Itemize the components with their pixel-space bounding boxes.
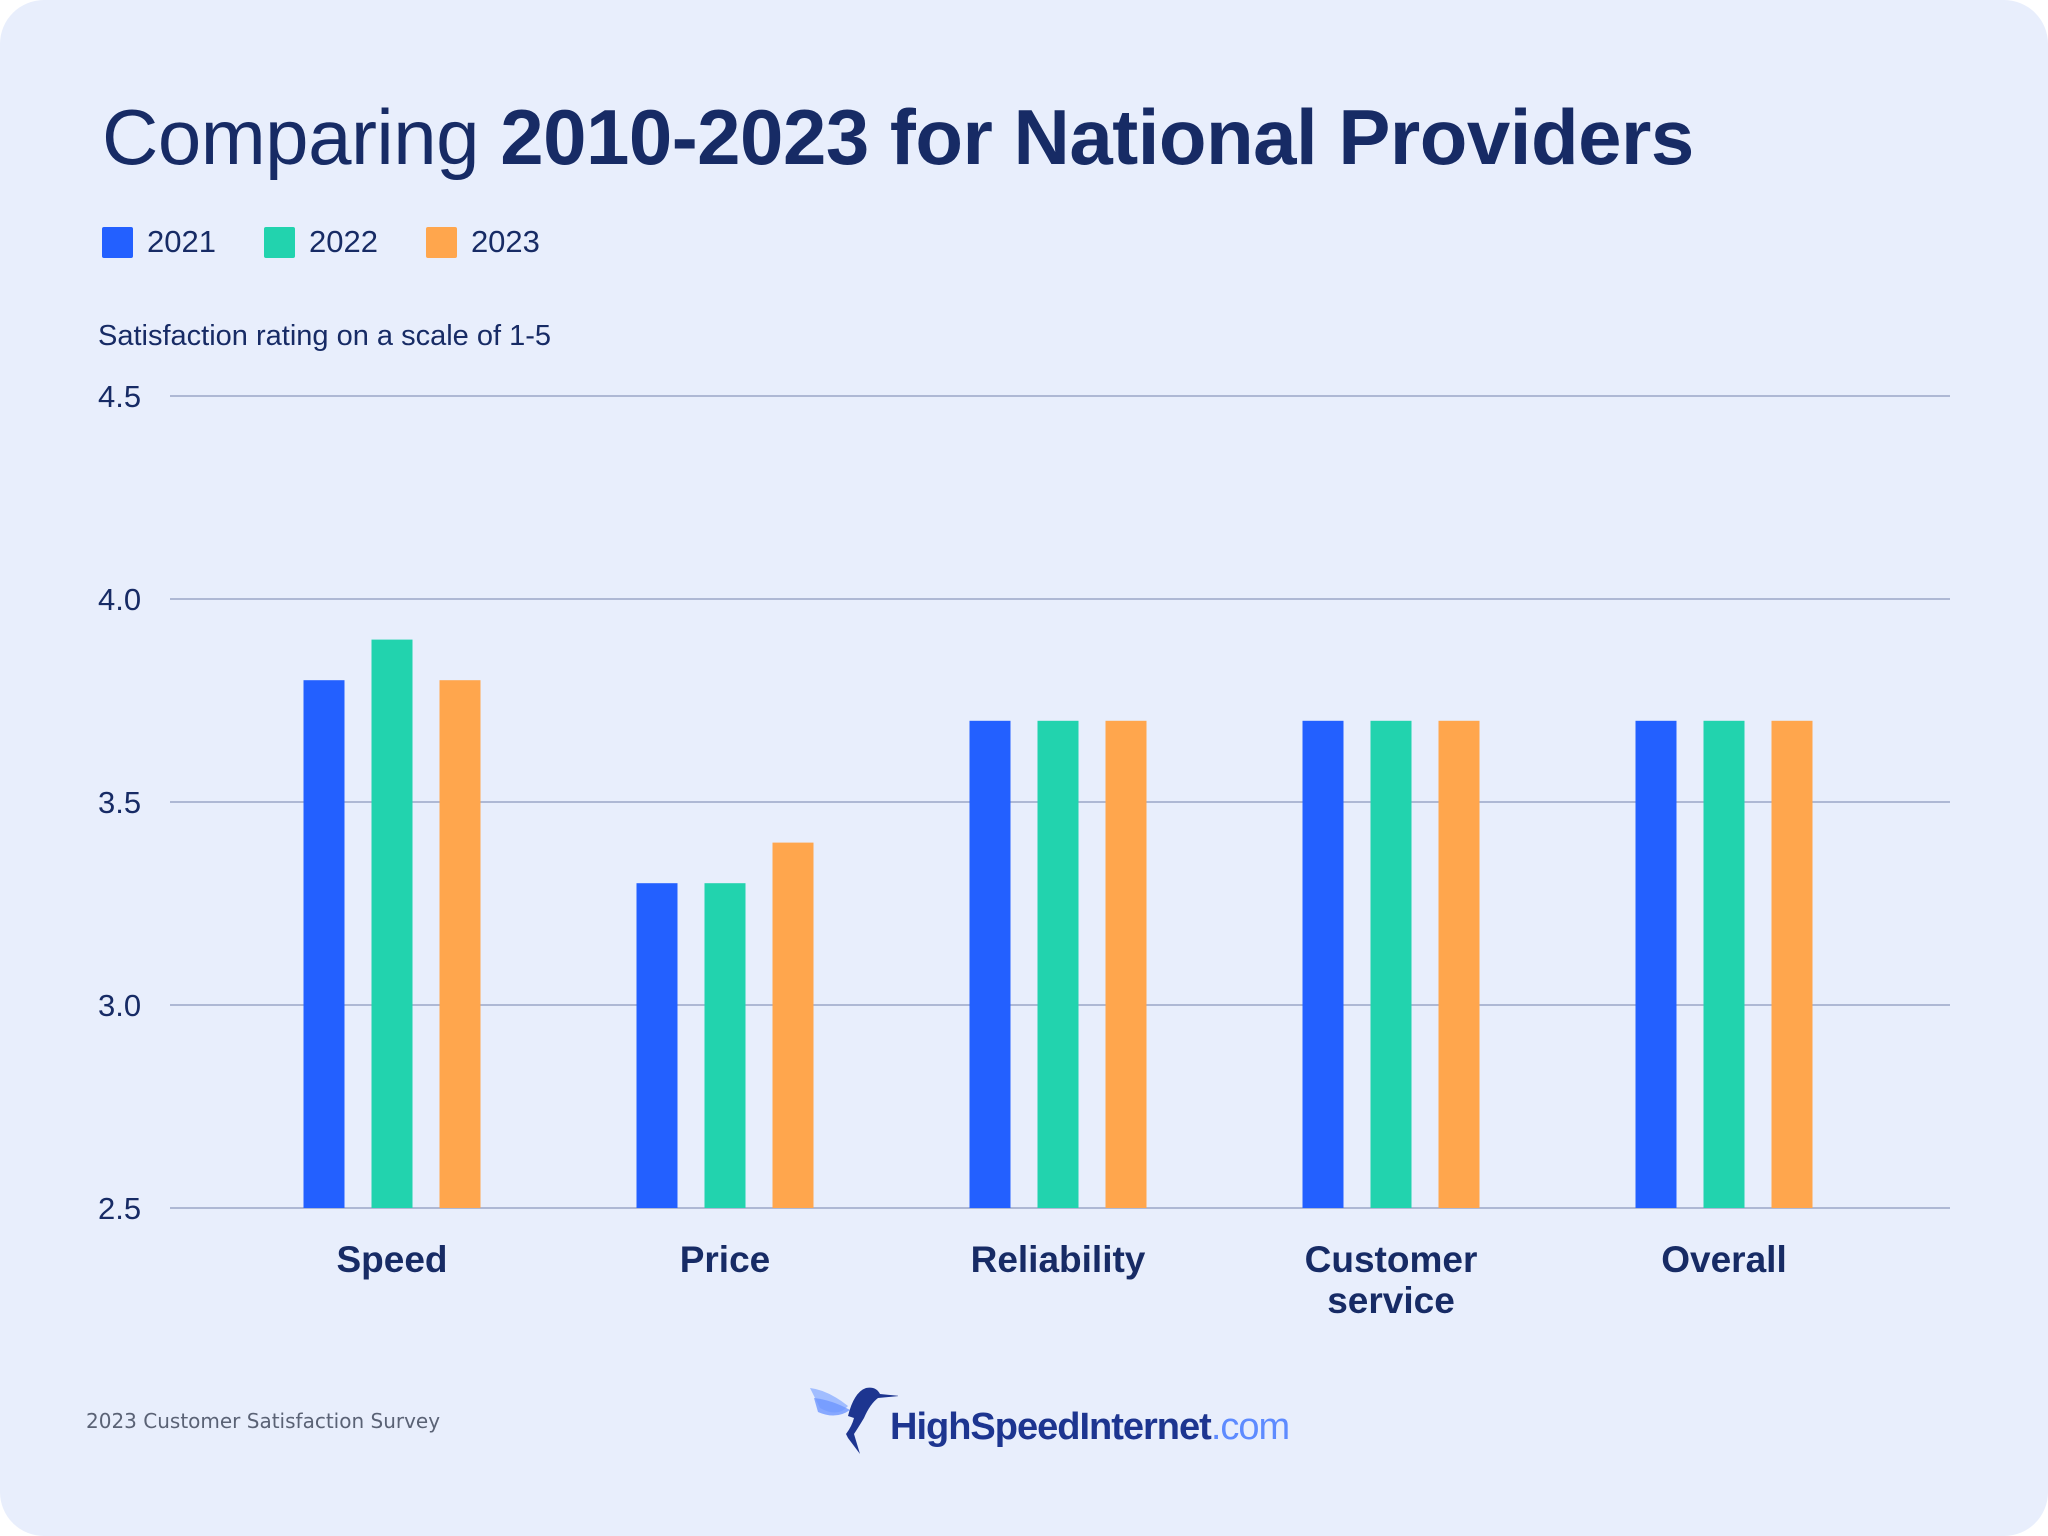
- logo-name: HighSpeedInternet: [890, 1405, 1212, 1448]
- y-tick-label: 2.5: [98, 1191, 141, 1226]
- legend-item-2022: 2022: [263, 224, 378, 260]
- bar-2022-customer-service: [1370, 720, 1412, 1208]
- bar-2021-price: [636, 883, 678, 1208]
- brand-logo: HighSpeedInternet.com: [808, 1378, 1290, 1458]
- bar-2022-speed: [371, 639, 413, 1208]
- x-category-label: Customer: [1305, 1239, 1478, 1280]
- legend-swatch: [425, 226, 457, 258]
- bar-2021-reliability: [969, 720, 1011, 1208]
- logo-tld: .com: [1210, 1405, 1290, 1448]
- legend-swatch: [263, 226, 295, 258]
- bar-2023-speed: [439, 680, 481, 1208]
- bar-2021-customer-service: [1302, 720, 1344, 1208]
- y-tick-label: 3.5: [98, 785, 141, 820]
- x-category-label: Price: [680, 1239, 771, 1280]
- bar-2023-customer-service: [1438, 720, 1480, 1208]
- hummingbird-icon: [810, 1387, 898, 1454]
- y-tick-label: 3.0: [98, 988, 141, 1023]
- legend-item-2023: 2023: [425, 224, 540, 260]
- bar-2023-price: [772, 842, 814, 1208]
- y-tick-label: 4.5: [98, 379, 141, 414]
- bar-2023-reliability: [1105, 720, 1147, 1208]
- legend-label: 2021: [147, 224, 216, 259]
- x-category-label: Speed: [336, 1239, 447, 1280]
- x-category-label: Overall: [1661, 1239, 1786, 1280]
- chart-title: Comparing 2010-2023 for National Provide…: [102, 92, 1694, 183]
- y-tick-label: 4.0: [98, 582, 141, 617]
- bar-2021-speed: [303, 680, 345, 1208]
- legend-swatch: [102, 226, 133, 258]
- legend: 2021 2022 2023: [102, 224, 540, 260]
- legend-label: 2022: [308, 224, 378, 259]
- legend-label: 2023: [470, 224, 540, 259]
- bar-2022-overall: [1703, 720, 1745, 1208]
- title-bold: 2010-2023 for National Providers: [500, 93, 1694, 181]
- title-light: Comparing: [102, 93, 501, 181]
- bar-2022-reliability: [1037, 720, 1079, 1208]
- bar-2023-overall: [1771, 720, 1813, 1208]
- legend-item-2021: 2021: [102, 224, 216, 260]
- x-category-label: service: [1327, 1280, 1455, 1321]
- logo-text: HighSpeedInternet.com: [890, 1405, 1290, 1449]
- y-axis-label: Satisfaction rating on a scale of 1-5: [98, 320, 551, 352]
- bar-2021-overall: [1635, 720, 1677, 1208]
- bar-2022-price: [704, 883, 746, 1208]
- x-category-label: Reliability: [971, 1239, 1146, 1280]
- source-note: 2023 Customer Satisfaction Survey: [86, 1409, 441, 1433]
